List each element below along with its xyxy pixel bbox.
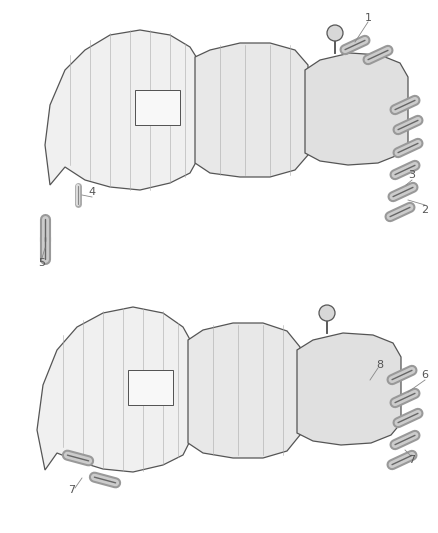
Text: 4: 4 [88, 187, 95, 197]
Text: 6: 6 [421, 370, 428, 380]
Bar [128, 370, 173, 405]
Text: 3: 3 [409, 170, 416, 180]
Text: 1: 1 [364, 13, 371, 23]
Text: 2: 2 [421, 205, 428, 215]
Text: 7: 7 [68, 485, 76, 495]
PathPatch shape [188, 323, 300, 458]
PathPatch shape [297, 333, 401, 445]
PathPatch shape [37, 307, 193, 472]
PathPatch shape [195, 43, 308, 177]
Circle shape [319, 305, 335, 321]
Bar [135, 90, 180, 125]
Text: 8: 8 [376, 360, 384, 370]
Text: 5: 5 [39, 258, 46, 268]
Text: 7: 7 [409, 455, 416, 465]
PathPatch shape [45, 30, 200, 190]
Circle shape [327, 25, 343, 41]
PathPatch shape [305, 53, 408, 165]
